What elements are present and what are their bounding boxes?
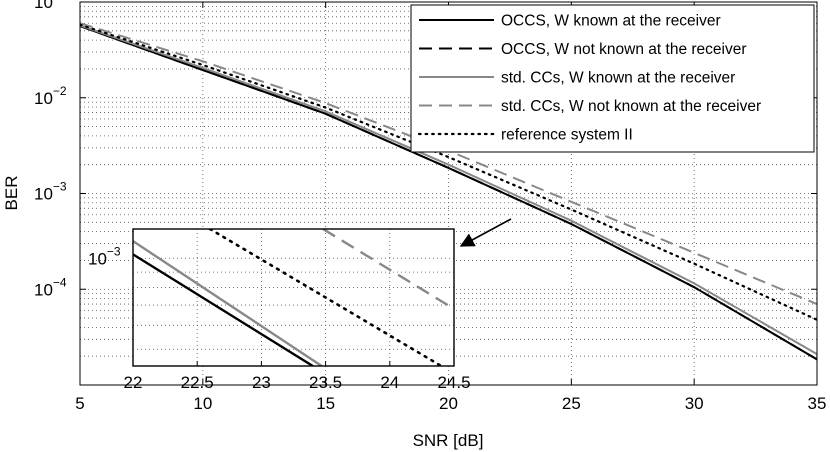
legend: OCCS, W known at the receiver OCCS, W not… bbox=[410, 4, 815, 153]
legend-label-4: std. CCs, W not known at the receiver bbox=[501, 98, 761, 115]
legend-box bbox=[410, 4, 815, 153]
inset-frame bbox=[132, 228, 455, 367]
inset-x-tick-label: 23 bbox=[252, 373, 271, 392]
series-line-3 bbox=[80, 24, 817, 355]
y-tick-label: 10−2 bbox=[34, 84, 67, 108]
inset-series-line-3 bbox=[208, 229, 443, 366]
zoom-arrow bbox=[459, 218, 512, 247]
legend-label-1: OCCS, W known at the receiver bbox=[501, 13, 721, 30]
x-tick-label: 20 bbox=[439, 394, 458, 413]
y-tick-label: 10−3 bbox=[34, 180, 67, 204]
legend-label-3: std. CCs, W known at the receiver bbox=[501, 70, 735, 87]
inset-x-tick-label: 23.5 bbox=[309, 373, 342, 392]
inset-y-tick-label: 10−3 bbox=[88, 244, 121, 268]
inset-axis-ticks: 22 22.5 23 23.5 24 24.5 10−3 bbox=[88, 244, 471, 392]
inset-x-tick-label: 22 bbox=[124, 373, 143, 392]
y-tick-label: 10−1 bbox=[34, 0, 67, 12]
inset-series-line-4 bbox=[322, 229, 454, 310]
inset-x-tick-label: 22.5 bbox=[181, 373, 214, 392]
legend-label-5: reference system II bbox=[501, 127, 633, 144]
inset-x-tick-label: 24.5 bbox=[437, 373, 470, 392]
inset-series-line-2 bbox=[133, 240, 323, 366]
series-line-2 bbox=[80, 25, 817, 361]
inset-x-tick-label: 24 bbox=[380, 373, 399, 392]
legend-label-2: OCCS, W not known at the receiver bbox=[501, 41, 747, 58]
series-line-5 bbox=[80, 23, 817, 321]
inset-series-lines bbox=[133, 229, 454, 366]
inset-chart: 22 22.5 23 23.5 24 24.5 10−3 bbox=[88, 228, 471, 392]
y-axis-label: BER bbox=[2, 176, 21, 211]
x-tick-label: 5 bbox=[75, 394, 84, 413]
main-axis-ticks: 5 10 15 20 25 30 35 10−1 10−2 10−3 10−4 bbox=[34, 0, 826, 413]
x-tick-label: 15 bbox=[316, 394, 335, 413]
x-tick-label: 25 bbox=[562, 394, 581, 413]
x-tick-label: 35 bbox=[808, 394, 827, 413]
x-axis-label: SNR [dB] bbox=[413, 431, 484, 450]
inset-series-line-1 bbox=[133, 253, 314, 366]
inset-background bbox=[133, 229, 454, 366]
x-tick-label: 30 bbox=[685, 394, 704, 413]
x-tick-label: 10 bbox=[193, 394, 212, 413]
y-tick-label: 10−4 bbox=[34, 275, 67, 299]
